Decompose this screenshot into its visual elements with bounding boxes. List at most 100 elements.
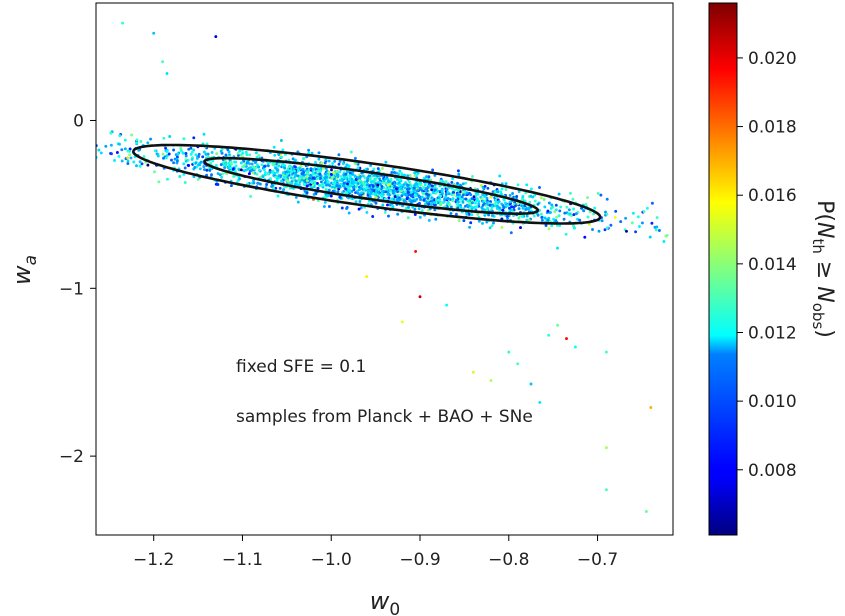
scatter-point xyxy=(398,197,402,201)
scatter-point xyxy=(410,190,413,194)
scatter-point xyxy=(550,224,554,228)
scatter-point xyxy=(583,235,587,239)
scatter-point xyxy=(415,182,419,186)
scatter-point xyxy=(327,205,331,208)
scatter-point xyxy=(547,227,551,231)
scatter-point xyxy=(296,169,300,173)
scatter-point xyxy=(182,172,186,176)
scatter-point xyxy=(310,181,314,184)
scatter-point xyxy=(599,193,603,197)
scatter-point xyxy=(655,216,659,220)
scatter-point xyxy=(526,207,530,211)
scatter-point xyxy=(338,195,342,199)
scatter-point xyxy=(228,153,231,157)
scatter-point xyxy=(376,183,380,187)
scatter-point xyxy=(47,143,50,146)
scatter-point xyxy=(331,181,335,185)
scatter-point xyxy=(242,159,246,163)
scatter-point xyxy=(544,224,548,227)
scatter-point xyxy=(291,157,295,161)
scatter-point xyxy=(654,228,658,232)
scatter-point xyxy=(495,207,499,210)
scatter-point xyxy=(596,191,600,195)
scatter-point xyxy=(603,228,607,232)
scatter-point xyxy=(525,183,529,187)
x-tick-label: −0.7 xyxy=(577,550,618,570)
scatter-point xyxy=(198,167,202,171)
scatter-point xyxy=(279,179,283,183)
scatter-point xyxy=(555,215,559,219)
scatter-point xyxy=(164,146,168,150)
scatter-point xyxy=(413,207,417,211)
scatter-point xyxy=(431,168,435,172)
scatter-point xyxy=(506,204,510,208)
scatter-point xyxy=(553,210,557,214)
scatter-point xyxy=(556,246,559,250)
scatter-point xyxy=(423,202,427,206)
scatter-point xyxy=(445,188,449,191)
scatter-point xyxy=(92,138,95,141)
scatter-point xyxy=(558,224,562,228)
scatter-point xyxy=(187,147,191,151)
scatter-point xyxy=(452,191,455,195)
scatter-point xyxy=(391,191,395,195)
scatter-point xyxy=(232,174,236,178)
scatter-point xyxy=(373,177,377,181)
scatter-point xyxy=(383,210,387,214)
scatter-point xyxy=(307,148,311,152)
scatter-point xyxy=(648,235,652,239)
scatter-point xyxy=(416,188,420,192)
scatter-point xyxy=(517,216,521,220)
scatter-point xyxy=(446,190,450,194)
scatter-point xyxy=(380,189,384,193)
scatter-point xyxy=(293,165,297,169)
scatter-point xyxy=(193,166,197,169)
scatter-point xyxy=(236,153,240,157)
scatter-point xyxy=(600,219,604,223)
scatter-point xyxy=(340,206,344,210)
scatter-point xyxy=(458,195,462,199)
scatter-point xyxy=(454,212,458,216)
scatter-point xyxy=(210,173,213,177)
scatter-point xyxy=(263,173,267,177)
scatter-point xyxy=(153,149,157,153)
scatter-point xyxy=(371,184,375,188)
scatter-point xyxy=(368,176,372,180)
scatter-point xyxy=(139,140,143,143)
scatter-point xyxy=(220,175,224,179)
scatter-point xyxy=(434,191,438,195)
scatter-point xyxy=(387,214,390,218)
scatter-point xyxy=(123,138,127,142)
scatter-point xyxy=(587,222,591,226)
scatter-point xyxy=(420,208,424,212)
scatter-point xyxy=(210,150,214,154)
scatter-point xyxy=(504,201,507,205)
colorbar-label: P(Nth ≥ Nobs) xyxy=(809,200,837,338)
scatter-point xyxy=(422,198,426,202)
scatter-point xyxy=(255,155,259,159)
scatter-point xyxy=(597,229,601,233)
scatter-point xyxy=(146,141,150,145)
x-axis-label: w0 xyxy=(370,587,400,616)
scatter-point xyxy=(498,174,502,178)
scatter-point xyxy=(527,218,531,222)
scatter-point xyxy=(445,303,449,307)
scatter-point xyxy=(426,193,430,197)
scatter-point xyxy=(301,157,305,161)
scatter-point xyxy=(645,206,649,210)
scatter-point xyxy=(325,175,328,179)
scatter-point xyxy=(195,156,199,160)
scatter-point xyxy=(392,197,396,201)
scatter-point xyxy=(362,187,366,191)
scatter-point xyxy=(199,160,203,164)
scatter-point xyxy=(403,186,407,190)
scatter-point xyxy=(636,215,640,219)
scatter-point xyxy=(500,192,503,196)
scatter-point xyxy=(481,200,485,204)
colorbar-ticks: 0.008 0.010 0.012 0.014 0.016 0.018 0.020 xyxy=(737,49,797,481)
scatter-point xyxy=(157,180,161,184)
scatter-point xyxy=(184,152,188,155)
scatter-point xyxy=(280,155,284,159)
colorbar-tick-label: 0.010 xyxy=(748,392,797,412)
scatter-point xyxy=(277,174,281,178)
